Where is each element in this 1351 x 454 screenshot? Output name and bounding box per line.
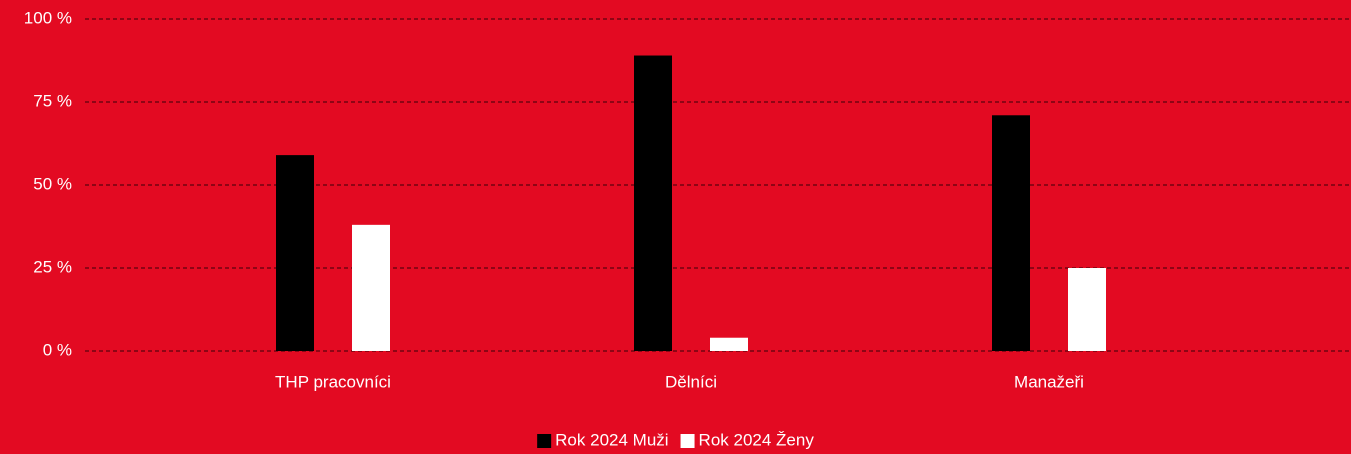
bar bbox=[1068, 268, 1106, 351]
bar bbox=[352, 224, 390, 351]
bar bbox=[992, 115, 1030, 351]
bar bbox=[276, 155, 314, 351]
y-tick-label: 0 % bbox=[43, 340, 72, 359]
legend-swatch bbox=[537, 434, 552, 448]
legend-swatch bbox=[680, 434, 695, 448]
legend-label: Rok 2024 Ženy bbox=[699, 430, 815, 449]
legend-label: Rok 2024 Muži bbox=[555, 430, 668, 449]
y-tick-label: 100 % bbox=[24, 8, 72, 27]
bar bbox=[634, 55, 672, 352]
x-tick-label: THP pracovníci bbox=[275, 372, 391, 391]
bar bbox=[710, 337, 748, 351]
x-tick-label: Dělníci bbox=[665, 372, 717, 391]
y-tick-label: 75 % bbox=[33, 91, 72, 110]
y-tick-label: 50 % bbox=[33, 174, 72, 193]
y-tick-label: 25 % bbox=[33, 257, 72, 276]
x-tick-label: Manažeři bbox=[1014, 372, 1084, 391]
